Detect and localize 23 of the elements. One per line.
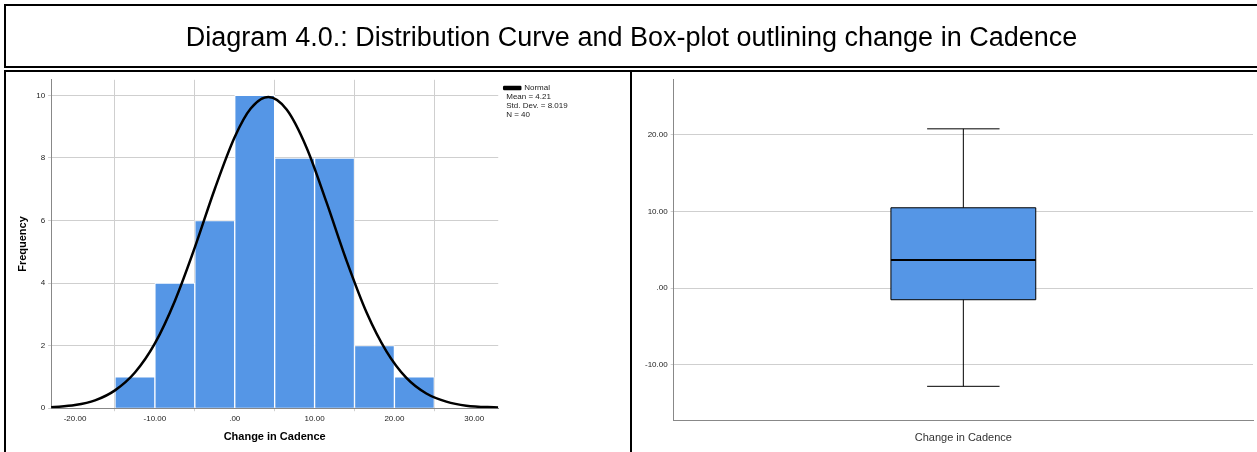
x-tick-label: 30.00 <box>464 414 485 424</box>
x-tick-label: -10.00 <box>143 414 167 424</box>
x-tick-label: 10.00 <box>304 414 326 424</box>
legend-label: Normal <box>524 83 551 93</box>
y-tick-label: 6 <box>40 215 46 225</box>
y-axis-title: Frequency <box>15 215 28 272</box>
y-tick-label: -10.00 <box>645 360 669 370</box>
x-tick-label: 20.00 <box>384 414 405 424</box>
y-tick-label: 2 <box>40 340 46 350</box>
y-tick-label: 4 <box>40 278 46 288</box>
text: Mean = 4.21 <box>506 92 552 102</box>
x-axis-title: Change in Cadence <box>223 430 326 443</box>
y-tick-label: 10.00 <box>647 206 669 216</box>
y-tick-label: 8 <box>40 153 46 163</box>
text: Std. Dev. = 8.019 <box>506 101 569 111</box>
y-tick-label: .00 <box>656 283 669 293</box>
x-tick-label: .00 <box>229 414 241 424</box>
x-tick-label: -20.00 <box>63 414 87 424</box>
y-tick-label: 0 <box>40 403 46 413</box>
y-tick-label: 20.00 <box>647 130 669 140</box>
text: N = 40 <box>506 110 531 120</box>
y-tick-label: 10 <box>36 90 46 100</box>
text: Diagram 4.0.: Distribution Curve and Box-plot outlining change in Cadence <box>4 4 1257 68</box>
